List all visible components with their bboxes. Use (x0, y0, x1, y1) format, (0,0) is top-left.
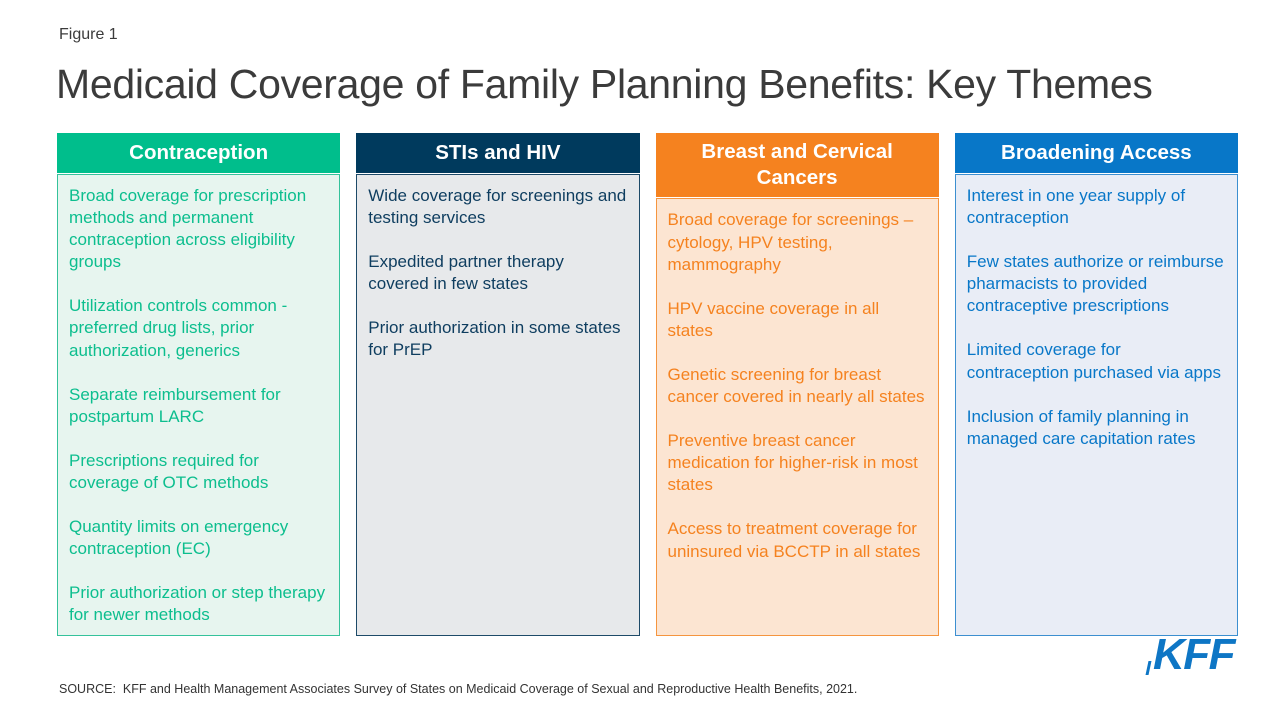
column-header: Breast and Cervical Cancers (655, 133, 939, 198)
column-breast-cervical-cancers: Breast and Cervical Cancers Broad covera… (655, 133, 939, 636)
column-header: Contraception (57, 133, 341, 173)
kff-logo-text: KFF (1152, 630, 1236, 679)
theme-columns: Contraception Broad coverage for prescri… (57, 133, 1238, 636)
theme-item: Prior authorization or step therapy for … (69, 583, 326, 625)
theme-item: Utilization controls common - preferred … (69, 296, 288, 360)
theme-item: Few states authorize or reimburse pharma… (966, 252, 1224, 316)
source-note: SOURCE: KFF and Health Management Associ… (59, 682, 858, 696)
column-body: Broad coverage for screenings – cytology… (655, 198, 939, 636)
column-broadening-access: Broadening Access Interest in one year s… (954, 133, 1238, 636)
theme-item: Limited coverage for contraception purch… (966, 340, 1221, 382)
theme-item: Prescriptions required for coverage of O… (69, 450, 269, 492)
theme-item: Genetic screening for breast cancer cove… (667, 364, 925, 407)
column-body: Interest in one year supply of contracep… (954, 174, 1238, 636)
column-body: Wide coverage for screenings and testing… (356, 174, 640, 636)
theme-item: Wide coverage for screenings and testing… (368, 186, 627, 228)
theme-item: HPV vaccine coverage in all states (667, 298, 880, 340)
theme-item: Interest in one year supply of contracep… (966, 186, 1186, 228)
column-body: Broad coverage for prescription methods … (57, 174, 341, 636)
theme-item: Separate reimbursement for postpartum LA… (69, 384, 281, 426)
kff-logo: KFF (1145, 630, 1236, 679)
theme-item: Access to treatment coverage for uninsur… (667, 519, 921, 561)
theme-item: Quantity limits on emergency contracepti… (69, 517, 289, 559)
column-stis-hiv: STIs and HIV Wide coverage for screening… (356, 133, 640, 636)
kff-logo-bar-icon (1145, 661, 1152, 675)
theme-item: Broad coverage for prescription methods … (69, 186, 307, 272)
theme-item: Expedited partner therapy covered in few… (368, 252, 564, 294)
column-contraception: Contraception Broad coverage for prescri… (57, 133, 341, 636)
column-header: Broadening Access (954, 133, 1238, 173)
figure-label: Figure 1 (59, 26, 118, 43)
theme-item: Prior authorization in some states for P… (368, 318, 621, 360)
page-title: Medicaid Coverage of Family Planning Ben… (56, 61, 1153, 107)
theme-item: Preventive breast cancer medication for … (667, 431, 918, 495)
theme-item: Broad coverage for screenings – cytology… (667, 210, 914, 274)
column-header: STIs and HIV (356, 133, 640, 173)
theme-item: Inclusion of family planning in managed … (966, 406, 1196, 448)
